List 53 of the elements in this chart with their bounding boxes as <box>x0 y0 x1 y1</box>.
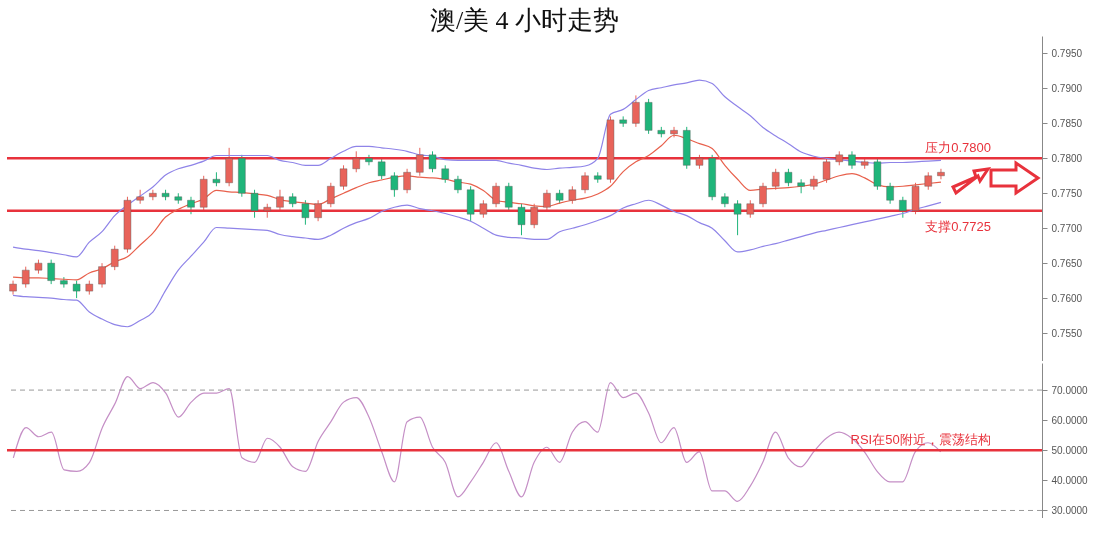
y-tick-label: 60.0000 <box>1051 414 1089 426</box>
candlestick <box>759 182 767 208</box>
candlestick <box>899 196 907 219</box>
candlestick <box>390 171 399 198</box>
candlestick <box>111 245 119 271</box>
candlestick <box>937 168 945 180</box>
candlestick <box>505 182 513 212</box>
y-tick-label: 0.7650 <box>1051 257 1083 269</box>
y-tick-label: 0.7550 <box>1051 327 1083 339</box>
y-tick-label: 0.7850 <box>1051 117 1083 129</box>
y-tick-label: 0.7950 <box>1051 47 1083 59</box>
candlestick <box>250 189 259 219</box>
candlestick <box>797 178 805 194</box>
candlestick <box>530 203 538 229</box>
candlestick <box>327 182 335 208</box>
candlestick <box>733 199 742 236</box>
candlestick <box>276 189 284 212</box>
candlestick <box>772 168 780 191</box>
ref-line-label: RSI在50附近，震荡结构 <box>850 432 991 448</box>
candlestick <box>581 171 589 194</box>
candlestick <box>377 157 386 180</box>
y-tick-label: 0.7900 <box>1051 82 1083 94</box>
candlestick <box>365 154 373 166</box>
candlestick <box>47 259 55 285</box>
ref-line-label: 支撑0.7725 <box>925 218 991 234</box>
y-tick-label: 0.7700 <box>1051 222 1083 234</box>
y-tick-label: 0.7750 <box>1051 187 1083 199</box>
candlestick <box>301 199 310 226</box>
candlestick <box>22 266 30 289</box>
candlestick <box>416 147 424 177</box>
y-tick-label: 40.0000 <box>1051 474 1089 486</box>
candlestick <box>543 189 551 212</box>
candlestick <box>352 150 360 173</box>
candlestick <box>517 203 526 236</box>
candlestick <box>428 150 437 173</box>
candlestick <box>822 157 831 184</box>
y-tick-label: 0.7800 <box>1051 152 1083 164</box>
y-tick-label: 30.0000 <box>1051 504 1089 516</box>
candlestick <box>886 182 894 205</box>
candlestick <box>98 262 106 289</box>
candlestick <box>403 168 411 194</box>
candlestick <box>632 94 640 128</box>
y-tick-label: 0.7600 <box>1051 292 1083 304</box>
candlestick <box>60 276 68 289</box>
y-tick-label: 50.0000 <box>1051 444 1089 456</box>
y-tick-label: 70.0000 <box>1051 384 1089 396</box>
candlestick <box>149 189 157 201</box>
candlestick <box>314 199 322 222</box>
candlestick <box>670 126 678 138</box>
chart-title: 澳/美 4 小时走势 <box>429 6 620 35</box>
candlestick <box>339 164 348 191</box>
candlestick <box>492 182 500 208</box>
ref-line-label: 压力0.7800 <box>925 140 991 156</box>
